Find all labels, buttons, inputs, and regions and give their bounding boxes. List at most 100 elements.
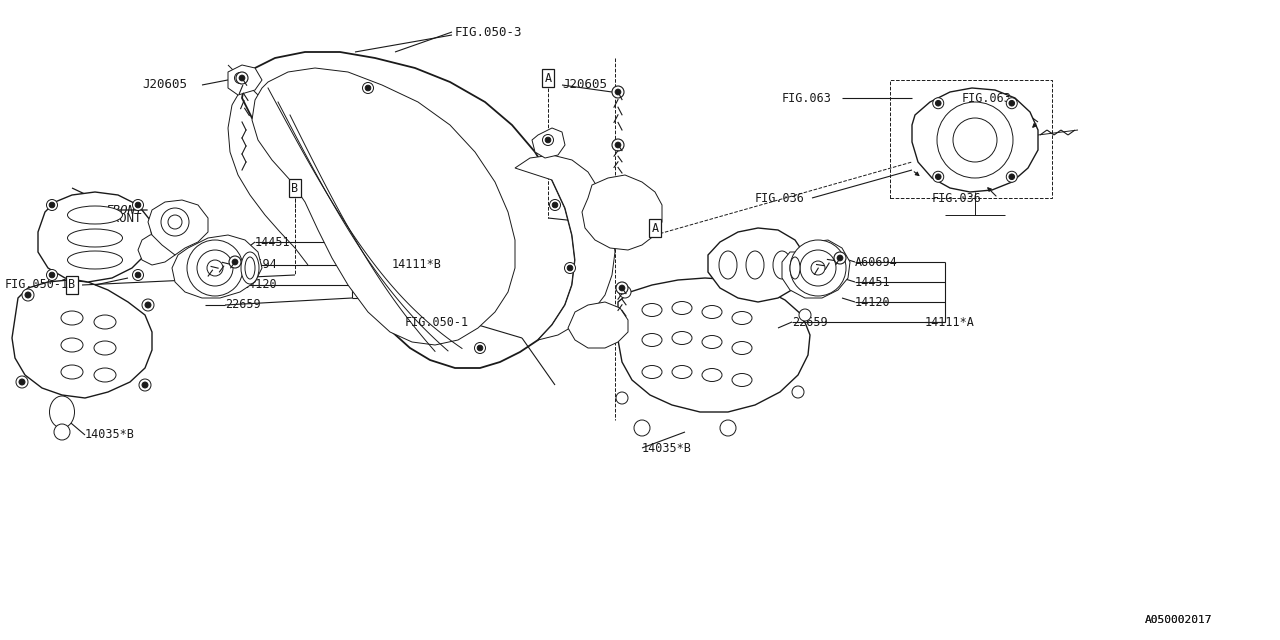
Ellipse shape bbox=[701, 305, 722, 319]
Circle shape bbox=[46, 269, 58, 280]
Polygon shape bbox=[148, 200, 207, 255]
Circle shape bbox=[1006, 172, 1018, 182]
Circle shape bbox=[15, 376, 28, 388]
Circle shape bbox=[142, 299, 154, 311]
Text: J20605: J20605 bbox=[142, 79, 187, 92]
Circle shape bbox=[835, 252, 846, 264]
Circle shape bbox=[475, 342, 485, 353]
Circle shape bbox=[362, 83, 374, 93]
Circle shape bbox=[237, 76, 243, 81]
Circle shape bbox=[564, 262, 576, 273]
Ellipse shape bbox=[643, 365, 662, 378]
Polygon shape bbox=[515, 155, 614, 340]
Circle shape bbox=[612, 139, 625, 151]
Ellipse shape bbox=[241, 252, 259, 284]
Circle shape bbox=[549, 200, 561, 211]
Polygon shape bbox=[708, 228, 805, 302]
Ellipse shape bbox=[61, 338, 83, 352]
Text: A: A bbox=[652, 221, 659, 234]
Circle shape bbox=[145, 302, 151, 308]
Circle shape bbox=[612, 86, 625, 98]
Circle shape bbox=[161, 208, 189, 236]
Polygon shape bbox=[138, 232, 178, 265]
Circle shape bbox=[719, 420, 736, 436]
Circle shape bbox=[234, 72, 246, 83]
Text: A050002017: A050002017 bbox=[1146, 615, 1212, 625]
Circle shape bbox=[614, 142, 621, 148]
Circle shape bbox=[49, 202, 55, 208]
Circle shape bbox=[26, 292, 31, 298]
Ellipse shape bbox=[93, 341, 116, 355]
Ellipse shape bbox=[643, 333, 662, 346]
Text: B: B bbox=[68, 278, 76, 291]
Ellipse shape bbox=[672, 332, 692, 344]
Polygon shape bbox=[532, 128, 564, 158]
Ellipse shape bbox=[732, 342, 753, 355]
Text: 22659: 22659 bbox=[225, 298, 261, 312]
Text: FIG.063: FIG.063 bbox=[782, 92, 832, 104]
Circle shape bbox=[620, 286, 631, 298]
Circle shape bbox=[614, 89, 621, 95]
Text: A60694: A60694 bbox=[855, 255, 897, 269]
Polygon shape bbox=[618, 278, 810, 412]
Polygon shape bbox=[228, 65, 262, 95]
Text: 14451: 14451 bbox=[855, 275, 891, 289]
Ellipse shape bbox=[50, 396, 74, 428]
Ellipse shape bbox=[61, 311, 83, 325]
Ellipse shape bbox=[68, 206, 123, 224]
Text: 14035*B: 14035*B bbox=[84, 429, 134, 442]
Circle shape bbox=[140, 379, 151, 391]
Text: FIG.063: FIG.063 bbox=[963, 92, 1012, 104]
Polygon shape bbox=[782, 240, 850, 298]
Circle shape bbox=[1009, 100, 1015, 106]
Text: 14120: 14120 bbox=[242, 278, 278, 291]
Circle shape bbox=[136, 272, 141, 278]
Text: FIG.050-3: FIG.050-3 bbox=[454, 26, 522, 38]
Circle shape bbox=[933, 98, 943, 109]
Ellipse shape bbox=[61, 365, 83, 379]
Text: 14035*B: 14035*B bbox=[643, 442, 692, 454]
Text: FIG.050-1: FIG.050-1 bbox=[404, 316, 470, 328]
Polygon shape bbox=[172, 235, 262, 298]
Text: B: B bbox=[292, 182, 298, 195]
Circle shape bbox=[136, 202, 141, 208]
Ellipse shape bbox=[773, 251, 791, 279]
Ellipse shape bbox=[790, 257, 800, 279]
Circle shape bbox=[142, 382, 148, 388]
Ellipse shape bbox=[672, 365, 692, 378]
Text: A60694: A60694 bbox=[236, 259, 278, 271]
Circle shape bbox=[936, 174, 941, 180]
Text: 14120: 14120 bbox=[855, 296, 891, 308]
Circle shape bbox=[937, 102, 1012, 178]
Circle shape bbox=[936, 100, 941, 106]
Polygon shape bbox=[252, 68, 515, 345]
Ellipse shape bbox=[732, 374, 753, 387]
Text: 14451: 14451 bbox=[255, 236, 291, 248]
Text: FRONT: FRONT bbox=[105, 204, 142, 216]
Text: FIG.050-1: FIG.050-1 bbox=[5, 278, 69, 291]
Circle shape bbox=[567, 265, 573, 271]
Bar bbox=[890, 80, 1052, 198]
Ellipse shape bbox=[719, 251, 737, 279]
Ellipse shape bbox=[93, 368, 116, 382]
Circle shape bbox=[812, 261, 826, 275]
Circle shape bbox=[49, 272, 55, 278]
Ellipse shape bbox=[68, 229, 123, 247]
Circle shape bbox=[545, 137, 550, 143]
Text: J20605: J20605 bbox=[562, 79, 607, 92]
Text: 22659: 22659 bbox=[792, 316, 828, 328]
Circle shape bbox=[365, 85, 371, 91]
Text: A050002017: A050002017 bbox=[1146, 615, 1212, 625]
Circle shape bbox=[543, 134, 553, 145]
Circle shape bbox=[239, 75, 244, 81]
Text: 14111*A: 14111*A bbox=[925, 316, 975, 328]
Text: A: A bbox=[544, 72, 552, 84]
Ellipse shape bbox=[701, 335, 722, 349]
Circle shape bbox=[634, 420, 650, 436]
Circle shape bbox=[232, 259, 238, 265]
Circle shape bbox=[616, 392, 628, 404]
Circle shape bbox=[616, 282, 628, 294]
Circle shape bbox=[229, 256, 241, 268]
Circle shape bbox=[22, 289, 35, 301]
Text: FIG.036: FIG.036 bbox=[755, 191, 805, 205]
